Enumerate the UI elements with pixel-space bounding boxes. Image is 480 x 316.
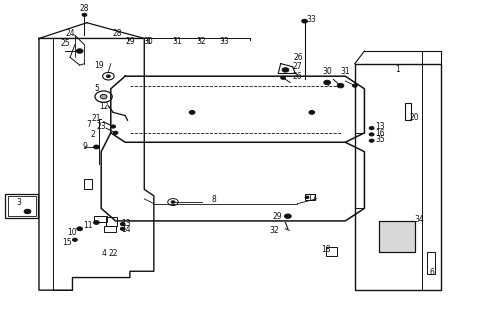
Circle shape xyxy=(72,238,77,241)
Text: 3: 3 xyxy=(16,198,21,207)
Circle shape xyxy=(302,19,308,23)
Text: 26: 26 xyxy=(294,53,303,62)
Text: 35: 35 xyxy=(375,135,385,144)
Text: 10: 10 xyxy=(67,228,76,237)
Text: 29: 29 xyxy=(125,37,135,46)
Bar xyxy=(379,221,415,252)
Text: 5: 5 xyxy=(94,84,99,93)
Text: 4: 4 xyxy=(101,249,106,258)
Text: 31: 31 xyxy=(172,37,181,46)
Text: 14: 14 xyxy=(121,225,131,234)
Circle shape xyxy=(369,126,374,130)
Text: 8: 8 xyxy=(211,195,216,204)
Bar xyxy=(104,226,116,232)
Circle shape xyxy=(120,222,125,226)
Text: 17: 17 xyxy=(307,194,317,204)
Circle shape xyxy=(189,111,195,114)
Text: 6: 6 xyxy=(429,268,434,277)
Circle shape xyxy=(94,221,99,224)
Text: 13: 13 xyxy=(121,219,131,228)
Text: 1: 1 xyxy=(147,37,151,46)
Circle shape xyxy=(107,75,110,77)
Bar xyxy=(405,103,411,120)
Text: 21: 21 xyxy=(92,114,101,123)
Circle shape xyxy=(76,49,83,53)
Circle shape xyxy=(113,131,118,134)
Text: 30: 30 xyxy=(143,37,153,46)
Text: 31: 31 xyxy=(340,67,350,76)
Circle shape xyxy=(309,111,315,114)
Circle shape xyxy=(120,227,125,230)
Bar xyxy=(8,196,36,216)
Text: 32: 32 xyxy=(270,227,279,235)
Text: 33: 33 xyxy=(220,37,229,46)
Text: 13: 13 xyxy=(375,122,385,131)
Circle shape xyxy=(352,84,357,87)
Text: 11: 11 xyxy=(84,221,93,230)
Circle shape xyxy=(77,227,83,231)
Circle shape xyxy=(324,80,330,85)
Bar xyxy=(379,221,415,252)
Text: 30: 30 xyxy=(322,67,332,76)
Text: 16: 16 xyxy=(375,129,385,138)
Circle shape xyxy=(305,196,309,198)
Circle shape xyxy=(94,145,99,149)
Circle shape xyxy=(111,125,116,128)
Text: 29: 29 xyxy=(273,212,282,221)
Circle shape xyxy=(369,139,374,142)
Circle shape xyxy=(281,76,286,79)
Text: 2: 2 xyxy=(91,130,96,139)
Bar xyxy=(94,216,108,222)
Circle shape xyxy=(171,201,175,203)
Text: 24: 24 xyxy=(65,29,75,38)
Text: 15: 15 xyxy=(62,238,72,247)
Text: 27: 27 xyxy=(293,62,302,71)
Circle shape xyxy=(369,133,374,136)
Text: 12: 12 xyxy=(99,101,108,111)
Circle shape xyxy=(24,209,31,214)
Bar xyxy=(305,194,315,200)
Bar xyxy=(5,194,38,218)
Circle shape xyxy=(82,13,87,16)
Text: 20: 20 xyxy=(410,112,420,122)
Text: 9: 9 xyxy=(82,142,87,150)
Text: 28: 28 xyxy=(112,29,122,38)
Bar xyxy=(326,247,336,256)
Circle shape xyxy=(337,83,344,88)
Text: 22: 22 xyxy=(108,249,118,258)
Text: 28: 28 xyxy=(80,4,89,13)
Bar xyxy=(84,179,92,190)
Text: 32: 32 xyxy=(196,37,205,46)
Text: 26: 26 xyxy=(293,72,302,81)
Text: 25: 25 xyxy=(60,39,70,48)
Circle shape xyxy=(100,94,107,99)
Text: 34: 34 xyxy=(415,215,424,224)
Bar xyxy=(106,217,117,226)
Circle shape xyxy=(282,68,289,72)
Circle shape xyxy=(285,214,291,218)
Text: 7: 7 xyxy=(87,119,92,129)
Text: 23: 23 xyxy=(96,122,106,131)
Text: 33: 33 xyxy=(306,15,316,24)
Bar xyxy=(427,252,435,274)
Text: 18: 18 xyxy=(322,245,331,254)
Text: 19: 19 xyxy=(94,61,104,70)
Text: 1: 1 xyxy=(396,65,400,74)
